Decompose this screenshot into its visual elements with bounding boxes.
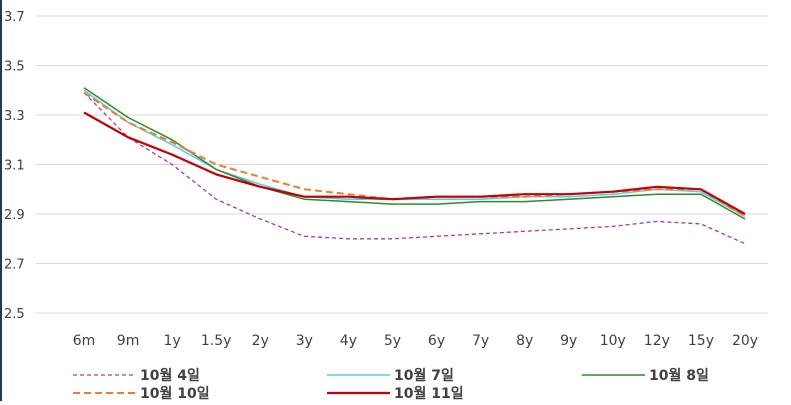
x-axis-ticks: 6m 9m 1y 1.5y 2y 3y 4y 5y 6y 7y 8y 9y 10y 12y 15y 20y (73, 333, 758, 349)
legend: 10월 4일 10월 7일 10월 8일 10월 10일 10월 11일 (73, 367, 709, 402)
x-tick-label: 9m (117, 333, 140, 349)
x-tick-label: 5y (384, 333, 401, 349)
legend-label-2: 10월 8일 (649, 367, 709, 384)
y-tick-label: 3.3 (4, 109, 25, 124)
series-line-1 (83, 89, 746, 218)
y-tick-label: 2.5 (4, 307, 25, 322)
x-tick-label: 2y (252, 333, 269, 349)
series-line-4 (83, 111, 746, 215)
y-axis-ticks: 2.5 2.7 2.9 3.1 3.3 3.5 3.7 (4, 10, 25, 322)
x-tick-label: 1.5y (201, 333, 232, 349)
series-line-2 (83, 87, 746, 220)
y-tick-label: 2.9 (4, 208, 25, 223)
x-tick-label: 4y (340, 333, 357, 349)
x-tick-label: 7y (472, 333, 489, 349)
legend-label-4: 10월 11일 (394, 385, 464, 401)
x-tick-label: 6m (73, 333, 96, 349)
legend-label-1: 10월 7일 (394, 367, 454, 384)
gridlines (36, 15, 768, 314)
x-tick-label: 3y (296, 333, 313, 349)
series-lines (83, 87, 746, 245)
x-tick-label: 9y (560, 333, 577, 349)
x-tick-label: 15y (688, 333, 714, 349)
legend-label-0: 10월 4일 (140, 367, 200, 384)
y-tick-label: 3.5 (4, 60, 25, 75)
x-tick-label: 10y (600, 333, 626, 349)
x-tick-label: 6y (428, 333, 445, 349)
x-tick-label: 20y (732, 333, 758, 349)
x-tick-label: 12y (644, 333, 670, 349)
y-tick-label: 2.7 (4, 258, 25, 273)
y-tick-label: 3.1 (4, 159, 25, 174)
series-line-0 (83, 92, 746, 245)
legend-label-3: 10월 10일 (140, 385, 210, 401)
x-tick-label: 8y (516, 333, 533, 349)
x-tick-label: 1y (164, 333, 181, 349)
y-tick-label: 3.7 (4, 10, 25, 25)
